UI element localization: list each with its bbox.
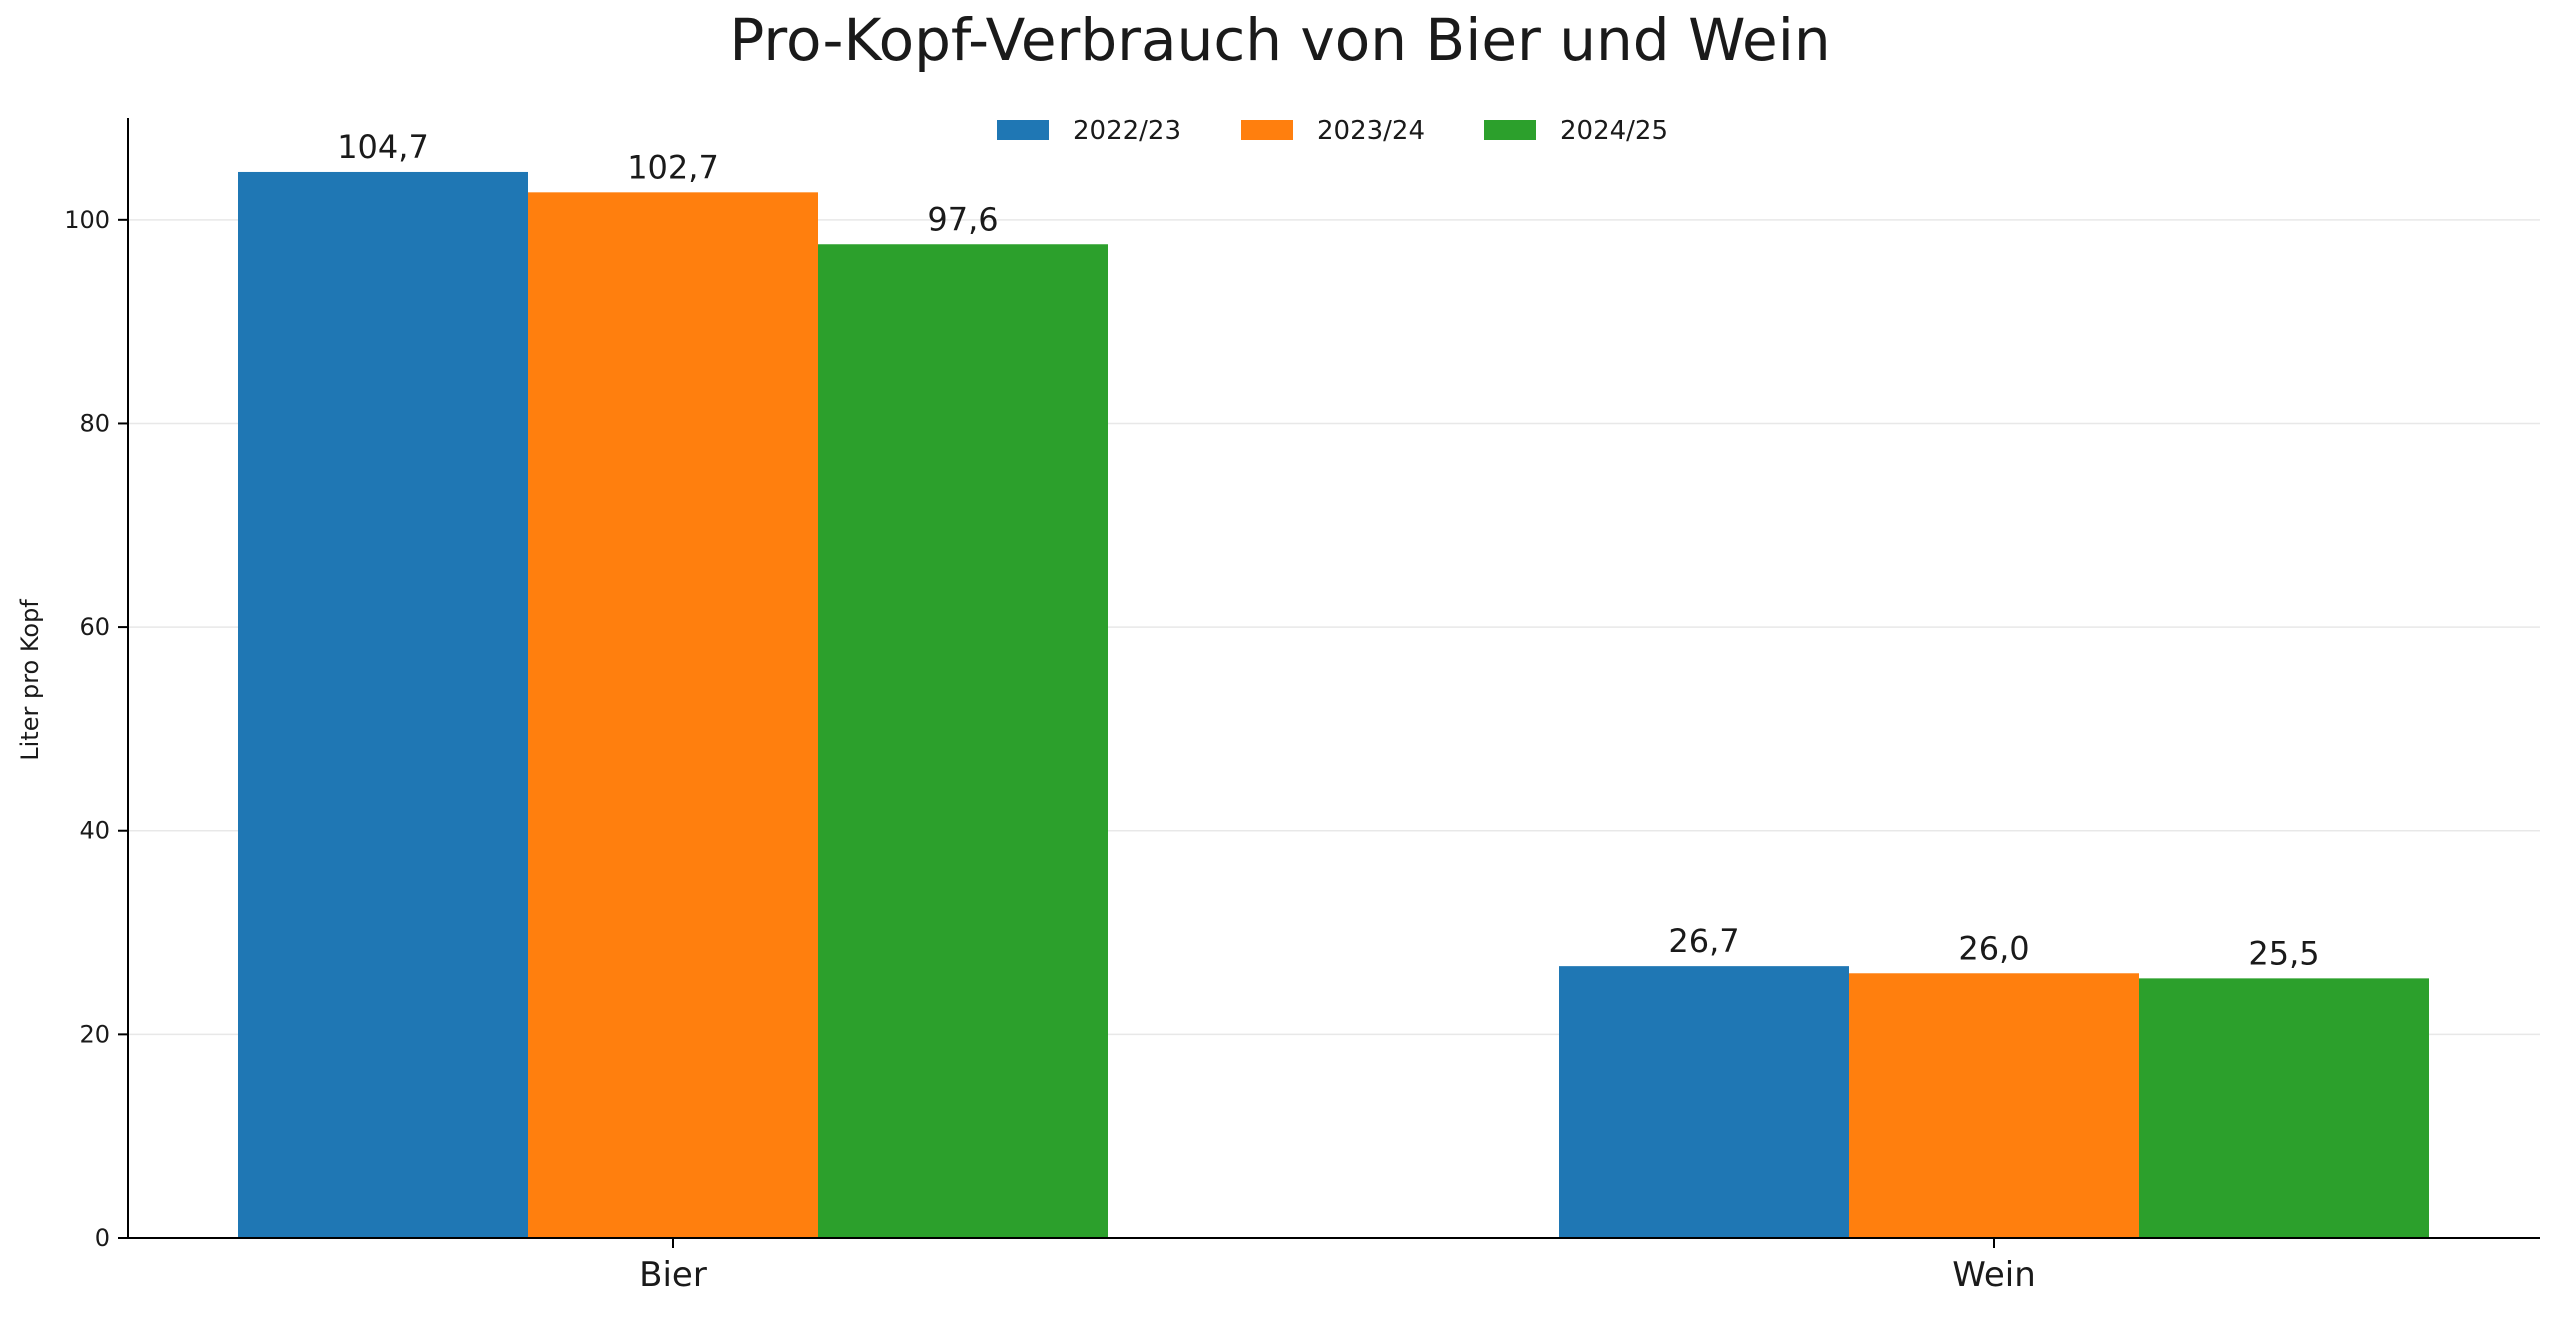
value-label: 25,5 [2248,934,2319,972]
x-tick-label: Bier [639,1255,707,1295]
bar-bier-2024-25 [818,244,1108,1239]
x-tick-label: Wein [1952,1255,2036,1295]
legend-label: 2023/24 [1317,116,1425,146]
legend-swatch [997,120,1049,140]
value-label: 26,7 [1668,922,1739,960]
legend-item: 2024/25 [1484,116,1668,146]
y-tick-label: 80 [79,409,110,437]
y-tick-label: 0 [95,1224,110,1252]
value-label: 104,7 [337,128,429,166]
y-tick-label: 20 [79,1020,110,1048]
chart-title: Pro-Kopf-Verbrauch von Bier und Wein [729,6,1830,74]
legend-label: 2024/25 [1560,116,1668,146]
legend-label: 2022/23 [1073,116,1181,146]
value-label: 102,7 [627,148,719,186]
bar-wein-2024-25 [2139,978,2429,1238]
legend-item: 2022/23 [997,116,1181,146]
bar-bier-2022-23 [238,171,528,1239]
y-tick-label: 40 [79,817,110,845]
value-labels-group: 104,7 102,7 97,6 26,7 26,0 25,5 [337,128,2319,972]
x-ticks-group: Bier Wein [639,1238,2036,1295]
legend: 2022/23 2023/24 2024/25 [997,116,1668,146]
legend-swatch [1241,120,1293,140]
value-label: 26,0 [1958,929,2029,967]
y-tick-label: 60 [79,613,110,641]
bar-wein-2023-24 [1849,973,2139,1238]
bar-bier-2023-24 [528,192,818,1238]
y-ticks-group: 0 20 40 60 80 100 [64,206,128,1252]
value-label: 97,6 [927,200,998,238]
bar-wein-2022-23 [1559,966,1849,1238]
axes-group [127,118,2540,1239]
legend-swatch [1484,120,1536,140]
legend-item: 2023/24 [1241,116,1425,146]
y-tick-label: 100 [64,206,110,234]
y-axis-label: Liter pro Kopf [16,599,44,761]
bars-group [238,171,2429,1239]
